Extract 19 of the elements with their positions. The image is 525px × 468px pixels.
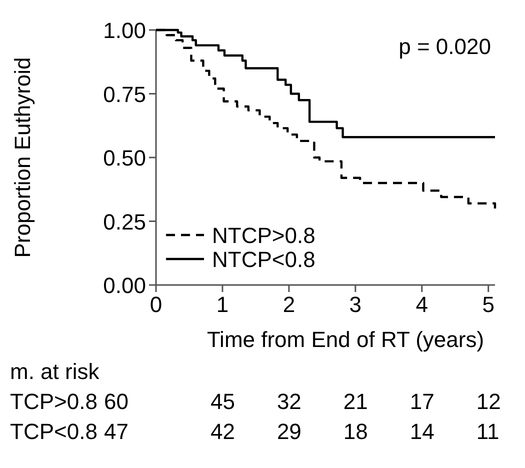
x-tick-label: 5 <box>482 292 494 317</box>
text: TCP>0.8 60 45 32 21 17 12 <box>10 389 501 414</box>
y-tick-label: 1.00 <box>103 18 146 43</box>
x-tick-label: 1 <box>216 292 229 317</box>
x-axis-title: Time from End of RT (years) <box>206 327 484 352</box>
y-tick-label: 0.50 <box>103 146 146 170</box>
y-tick-label: 0.25 <box>103 209 146 234</box>
y-axis-title: Proportion Euthyroid <box>10 57 35 258</box>
legend-label: NTCP>0.8 <box>212 223 316 248</box>
x-tick-label: 3 <box>349 292 362 317</box>
y-tick-label: 0.75 <box>103 82 146 107</box>
x-tick-label: 0 <box>150 292 162 317</box>
x-tick-label: 4 <box>416 292 428 317</box>
text: m. at risk <box>10 359 100 384</box>
legend-label: NTCP<0.8 <box>212 247 316 272</box>
text: TCP<0.8 47 42 29 18 14 11 <box>10 419 500 444</box>
annotation: p = 0.020 <box>398 34 491 59</box>
y-tick-label: 0.00 <box>103 273 146 298</box>
x-tick-label: 2 <box>282 292 296 317</box>
